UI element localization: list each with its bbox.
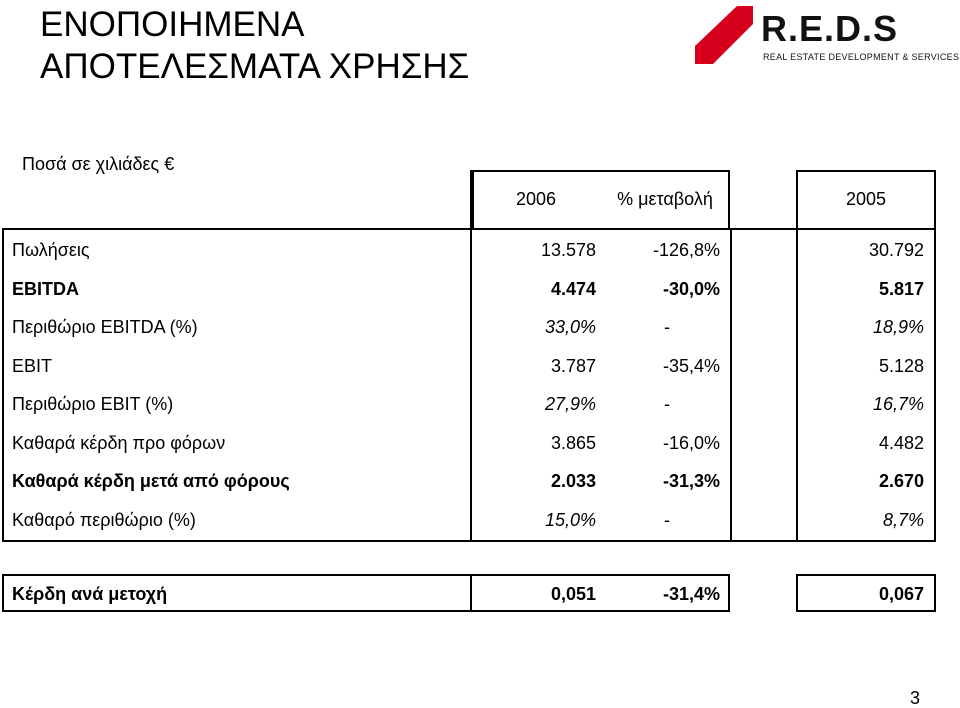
row-pct-change: -126,8% [652,240,720,260]
title-line-2: ΑΠΟΤΕΛΕΣΜΑΤΑ ΧΡΗΣΗΣ [40,47,470,86]
row-label: Περιθώριο EBITDA (%) [12,317,198,337]
header-box-2006 [472,170,730,228]
row-value-2006: 15,0% [544,509,596,530]
row-value-2005: 30.792 [868,240,924,260]
title-line-1: ΕΝΟΠΟΙΗΜΕΝΑ [40,5,305,44]
eps-value-2005: 0,067 [878,584,924,604]
row-value-2005: 5.128 [878,355,924,376]
page-number: 3 [910,688,921,708]
column-header-pct-change: % μεταβολή [600,170,730,228]
eps-value-2006: 0,051 [550,584,596,604]
page-title: ΕΝΟΠΟΙΗΜΕΝΑ ΑΠΟΤΕΛΕΣΜΑΤΑ ΧΡΗΣΗΣ [40,4,580,88]
units-label: Ποσά σε χιλιάδες € [22,154,175,174]
row-value-2005: 4.482 [878,432,924,453]
table-divider-2005 [796,228,798,542]
row-label: EBITDA [12,278,79,299]
table-row: Περιθώριο EBIT (%) 27,9% - 16,7% [0,386,960,422]
eps-label: Κέρδη ανά μετοχή [12,584,168,604]
reds-logo: R.E.D.S REAL ESTATE DEVELOPMENT & SERVIC… [695,6,960,64]
table-divider-label [470,228,472,542]
table-row: Περιθώριο EBITDA (%) 33,0% - 18,9% [0,309,960,345]
row-value-2006: 33,0% [544,317,596,337]
row-pct-change: -31,3% [662,471,720,491]
row-pct-change: -35,4% [662,355,720,376]
column-header-2005: 2005 [845,189,887,209]
row-value-2006: 27,9% [544,394,596,414]
row-value-2005: 8,7% [882,509,924,530]
header-divider-left [470,170,472,228]
table-divider-pct [730,228,732,542]
row-pct-change: - [664,509,670,530]
logo-tagline: REAL ESTATE DEVELOPMENT & SERVICES [763,52,960,62]
table-row: EBITDA 4.474 -30,0% 5.817 [0,271,960,307]
eps-box-main [2,574,730,612]
row-label: EBIT [12,355,53,376]
row-value-2006: 3.787 [550,355,596,376]
row-pct-change: -30,0% [662,278,720,299]
eps-divider [470,574,472,612]
table-row: Καθαρά κέρδη προ φόρων 3.865 -16,0% 4.482 [0,425,960,461]
row-value-2005: 2.670 [878,471,924,491]
row-label: Καθαρά κέρδη προ φόρων [12,432,226,453]
row-pct-change: - [664,317,670,337]
table-row: Πωλήσεις 13.578 -126,8% 30.792 [0,232,960,268]
row-value-2006: 2.033 [550,471,596,491]
table-row: EBIT 3.787 -35,4% 5.128 [0,348,960,384]
row-label: Πωλήσεις [12,240,90,260]
row-value-2006: 4.474 [550,278,596,299]
eps-box-2005 [796,574,936,612]
header-box-2005 [796,170,936,228]
row-value-2005: 18,9% [872,317,924,337]
logo-name: R.E.D.S [761,8,899,49]
column-header-pct-text: % μεταβολή [617,189,713,209]
row-label: Καθαρά κέρδη μετά από φόρους [12,471,290,491]
row-value-2005: 16,7% [872,394,924,414]
row-value-2005: 5.817 [878,278,924,299]
results-table [2,228,936,542]
row-label: Περιθώριο EBIT (%) [12,394,174,414]
table-row: Καθαρά κέρδη μετά από φόρους 2.033 -31,3% 2… [0,463,960,499]
row-value-2006: 13.578 [540,240,596,260]
row-pct-change: - [664,394,670,414]
column-header-2006: 2006 [515,189,557,209]
row-value-2006: 3.865 [550,432,596,453]
eps-pct-change: -31,4% [662,584,720,604]
table-row: Καθαρό περιθώριο (%) 15,0% - 8,7% [0,502,960,538]
eps-row: Κέρδη ανά μετοχή 0,051 -31,4% 0,067 [0,576,960,612]
row-pct-change: -16,0% [662,432,720,453]
logo-mark-icon [695,6,753,64]
row-label: Καθαρό περιθώριο (%) [12,509,196,530]
